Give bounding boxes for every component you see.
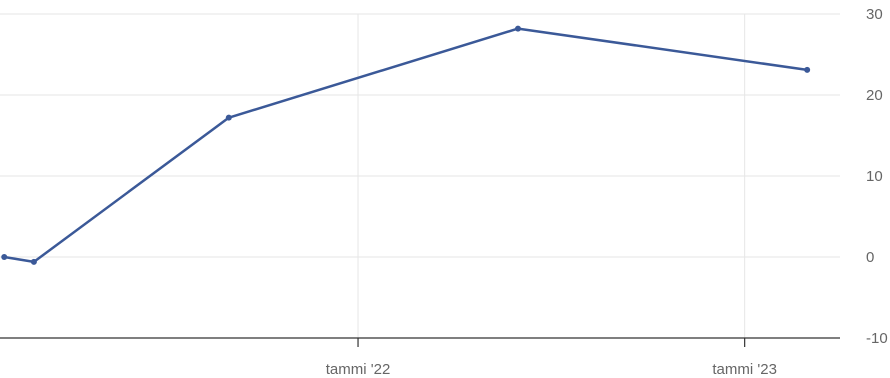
data-point[interactable] bbox=[804, 66, 811, 73]
grid bbox=[0, 13, 840, 338]
y-tick-label: 30 bbox=[866, 6, 883, 23]
y-tick-label: 0 bbox=[866, 249, 874, 266]
data-point[interactable] bbox=[30, 258, 37, 265]
tick-labels: -10 0 10 20 30 tammi '22 tammi '23 bbox=[326, 6, 888, 378]
series-layer bbox=[1, 25, 811, 265]
y-tick-label: 10 bbox=[866, 168, 883, 185]
x-axis bbox=[0, 337, 840, 347]
data-point[interactable] bbox=[1, 254, 8, 260]
y-tick-label: -10 bbox=[866, 330, 888, 347]
x-tick-label: tammi '22 bbox=[326, 361, 391, 378]
series-line bbox=[2, 27, 809, 264]
data-point[interactable] bbox=[225, 114, 232, 121]
data-point[interactable] bbox=[514, 25, 521, 32]
x-tick-label: tammi '23 bbox=[712, 361, 777, 378]
y-tick-label: 20 bbox=[866, 87, 883, 104]
